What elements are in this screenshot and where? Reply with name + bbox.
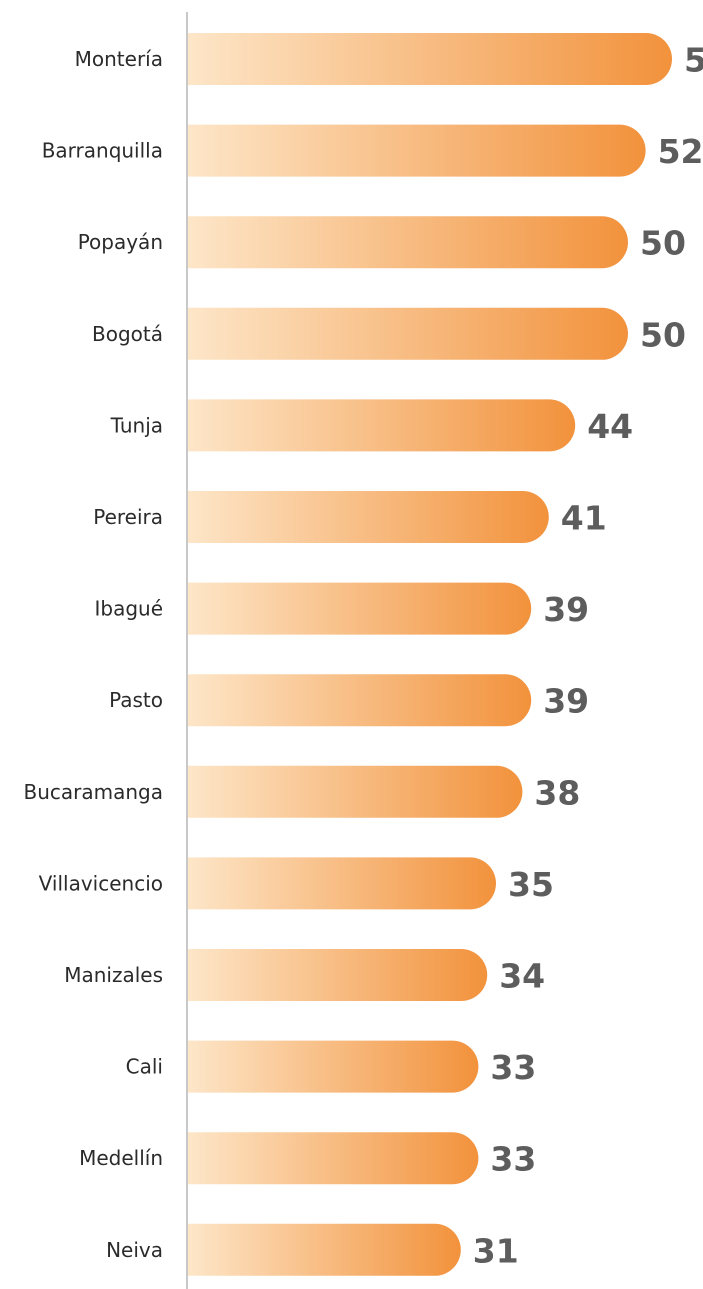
bar [188, 765, 523, 818]
labels-layer: Montería 55 Barranquilla 52 Popayán 50 Bogotá 5… [24, 41, 703, 1271]
value-label: 38 [534, 773, 580, 812]
bar [188, 33, 672, 85]
category-label: Pasto [109, 688, 163, 712]
bar [188, 949, 488, 1001]
bar [188, 216, 628, 269]
bar [188, 674, 532, 727]
bar [188, 124, 646, 177]
value-label: 39 [543, 590, 589, 629]
category-label: Pereira [93, 505, 163, 529]
value-label: 50 [640, 224, 686, 263]
category-label: Tunja [110, 413, 163, 437]
value-label: 55 [684, 41, 703, 80]
value-label: 39 [543, 682, 589, 721]
category-label: Ibagué [94, 597, 163, 621]
bar [188, 857, 496, 910]
value-label: 52 [658, 132, 703, 171]
bar [188, 491, 549, 543]
category-label: Bucaramanga [24, 780, 164, 804]
category-label: Cali [126, 1055, 163, 1079]
value-label: 33 [490, 1048, 536, 1087]
category-label: Manizales [64, 963, 163, 987]
value-label: 44 [587, 407, 633, 446]
category-label: Medellín [79, 1146, 163, 1170]
bar [188, 399, 576, 452]
bar [188, 307, 628, 360]
value-label: 31 [473, 1231, 519, 1270]
bar [188, 582, 532, 635]
bars-layer [188, 33, 672, 1276]
bar [188, 1132, 479, 1185]
category-label: Villavicencio [39, 871, 163, 895]
value-label: 41 [561, 499, 607, 538]
category-label: Barranquilla [42, 139, 163, 163]
bar [188, 1040, 479, 1093]
bar [188, 1223, 461, 1276]
category-label: Bogotá [92, 322, 163, 346]
value-label: 34 [499, 957, 545, 996]
value-label: 35 [508, 865, 554, 904]
category-label: Neiva [106, 1238, 163, 1262]
value-label: 50 [640, 315, 686, 354]
category-label: Montería [75, 47, 163, 71]
value-label: 33 [490, 1140, 536, 1179]
category-label: Popayán [78, 230, 163, 254]
